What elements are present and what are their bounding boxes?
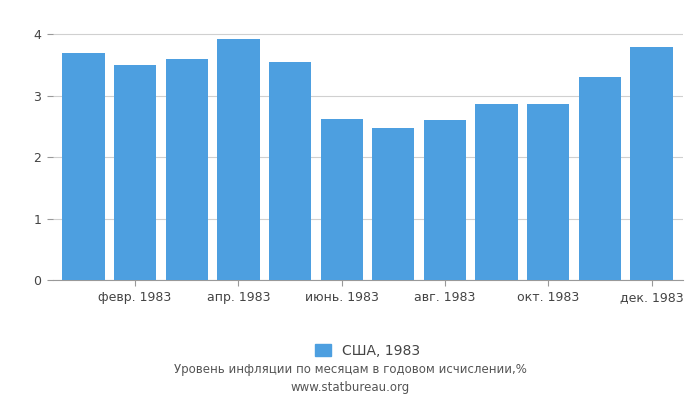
Text: Уровень инфляции по месяцам в годовом исчислении,%: Уровень инфляции по месяцам в годовом ис… [174, 364, 526, 376]
Bar [475, 104, 518, 280]
Legend: США, 1983: США, 1983 [310, 340, 425, 362]
Text: www.statbureau.org: www.statbureau.org [290, 382, 410, 394]
Bar [114, 65, 156, 280]
Bar [269, 62, 312, 280]
Bar [424, 120, 466, 280]
Bar [372, 128, 414, 280]
Bar [62, 53, 105, 280]
Bar [321, 119, 363, 280]
Bar [630, 47, 673, 280]
Bar [579, 77, 621, 280]
Bar [217, 39, 260, 280]
Bar [166, 59, 208, 280]
Bar [527, 104, 569, 280]
